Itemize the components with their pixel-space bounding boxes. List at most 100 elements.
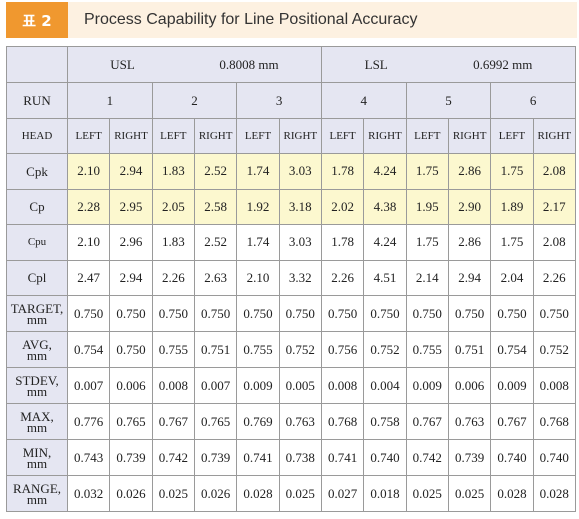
value-cell: 0.750 xyxy=(363,295,407,332)
value-cell: 4.38 xyxy=(363,188,407,225)
value-cell: 1.75 xyxy=(405,153,449,190)
value-cell: 2.94 xyxy=(109,153,153,190)
value-cell: 2.10 xyxy=(66,224,111,261)
value-cell: 2.28 xyxy=(66,188,111,225)
value-cell: 3.18 xyxy=(278,188,322,225)
value-cell: 2.47 xyxy=(66,259,111,296)
table-row: STDEV, mm 0.007 0.006 0.008 0.007 0.009 0.005 0.… xyxy=(6,367,577,404)
value-cell: 0.738 xyxy=(278,439,322,476)
row-label-line: Cpk xyxy=(26,163,48,179)
value-cell: 2.04 xyxy=(490,259,534,296)
value-cell: 0.739 xyxy=(193,439,238,476)
value-cell: 3.03 xyxy=(278,153,322,190)
value-cell: 0.756 xyxy=(320,331,365,368)
value-cell: 2.26 xyxy=(320,259,365,296)
value-cell: 2.26 xyxy=(532,259,577,296)
head-side: RIGHT xyxy=(278,118,322,154)
spec-value: 0.6992 mm xyxy=(473,56,533,72)
value-cell: 0.740 xyxy=(490,439,534,476)
head-side: RIGHT xyxy=(447,118,492,154)
run-number: 2 xyxy=(151,82,238,119)
run-number: 4 xyxy=(320,82,407,119)
value-cell: 0.750 xyxy=(532,295,577,332)
value-cell: 0.767 xyxy=(490,403,534,440)
value-cell: 0.027 xyxy=(320,475,365,512)
row-label-line: mm xyxy=(26,311,48,327)
value-cell: 0.005 xyxy=(278,367,322,404)
value-cell: 0.754 xyxy=(490,331,534,368)
value-cell: 0.750 xyxy=(236,295,280,332)
value-cell: 2.63 xyxy=(193,259,238,296)
table-row: USL 0.8008 mm LSL 0.6992 mm xyxy=(6,46,577,83)
value-cell: 2.95 xyxy=(109,188,153,225)
run-number: 3 xyxy=(236,82,322,119)
value-cell: 0.750 xyxy=(109,295,153,332)
value-cell: 0.768 xyxy=(320,403,365,440)
table-row: RANGE, mm 0.032 0.026 0.025 0.026 0.028 0.025 0.… xyxy=(6,475,577,512)
value-cell: 1.75 xyxy=(490,153,534,190)
row-label: Cpu xyxy=(6,224,68,261)
value-cell: 0.742 xyxy=(151,439,195,476)
value-cell: 0.751 xyxy=(193,331,238,368)
value-cell: 0.755 xyxy=(405,331,449,368)
row-label: TARGET, mm xyxy=(6,295,68,332)
value-cell: 2.10 xyxy=(236,259,280,296)
row-label: Cpk xyxy=(6,153,68,190)
value-cell: 3.32 xyxy=(278,259,322,296)
value-cell: 1.75 xyxy=(405,224,449,261)
table-title: Process Capability for Line Positional A… xyxy=(84,11,418,28)
value-cell: 0.765 xyxy=(193,403,238,440)
value-cell: 0.007 xyxy=(193,367,238,404)
row-label-line: RANGE, xyxy=(12,480,62,496)
value-cell: 2.94 xyxy=(447,259,492,296)
value-cell: 0.750 xyxy=(278,295,322,332)
value-cell: 0.739 xyxy=(447,439,492,476)
spec-cell: USL 0.8008 mm xyxy=(67,46,322,83)
value-cell: 2.08 xyxy=(532,224,577,261)
table-row: MIN, mm 0.743 0.739 0.742 0.739 0.741 0.738 0.74… xyxy=(6,439,577,476)
value-cell: 4.24 xyxy=(363,153,407,190)
value-cell: 1.89 xyxy=(490,188,534,225)
value-cell: 0.740 xyxy=(532,439,577,476)
value-cell: 0.009 xyxy=(405,367,449,404)
value-cell: 1.92 xyxy=(236,188,280,225)
row-label-line: mm xyxy=(26,383,48,399)
value-cell: 0.742 xyxy=(405,439,449,476)
value-cell: 0.008 xyxy=(532,367,577,404)
row-label: STDEV, mm xyxy=(6,367,68,404)
value-cell: 0.741 xyxy=(320,439,365,476)
value-cell: 0.018 xyxy=(363,475,407,512)
value-cell: 1.78 xyxy=(320,153,365,190)
value-cell: 1.74 xyxy=(236,153,280,190)
row-label: MAX, mm xyxy=(6,403,68,440)
value-cell: 0.740 xyxy=(363,439,407,476)
value-cell: 0.763 xyxy=(278,403,322,440)
value-cell: 0.752 xyxy=(363,331,407,368)
head-side: RIGHT xyxy=(363,118,407,154)
value-cell: 2.96 xyxy=(109,224,153,261)
value-cell: 0.025 xyxy=(405,475,449,512)
value-cell: 0.752 xyxy=(532,331,577,368)
row-label-line: STDEV, xyxy=(15,372,59,388)
value-cell: 0.767 xyxy=(151,403,195,440)
table-row: Cpl 2.47 2.94 2.26 2.63 2.10 3.32 2.26 4.51 2.14 2… xyxy=(6,259,577,296)
value-cell: 0.750 xyxy=(320,295,365,332)
spec-cell: LSL 0.6992 mm xyxy=(320,46,577,83)
value-cell: 2.86 xyxy=(447,153,492,190)
value-cell: 0.752 xyxy=(278,331,322,368)
value-cell: 0.741 xyxy=(236,439,280,476)
spec-group: USL 0.8008 mm xyxy=(68,57,320,73)
run-label: RUN xyxy=(6,82,68,119)
value-cell: 2.52 xyxy=(193,224,238,261)
row-label-line: Cpu xyxy=(27,235,47,248)
value-cell: 0.739 xyxy=(109,439,153,476)
head-side: LEFT xyxy=(405,118,449,154)
head-side: RIGHT xyxy=(193,118,238,154)
run-number: 1 xyxy=(67,82,153,119)
value-cell: 2.02 xyxy=(320,188,365,225)
header: 표 2 Process Capability for Line Position… xyxy=(6,2,577,38)
spec-group: LSL 0.6992 mm xyxy=(322,56,574,73)
value-cell: 0.768 xyxy=(532,403,577,440)
value-cell: 2.94 xyxy=(109,259,153,296)
